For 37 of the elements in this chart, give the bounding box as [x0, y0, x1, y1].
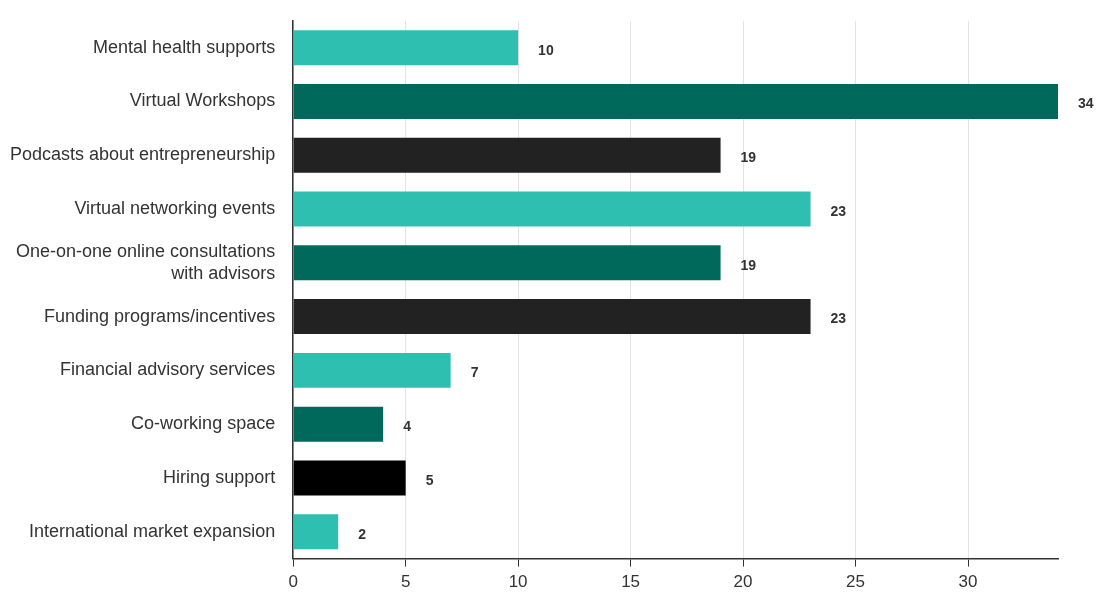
x-tick-label: 10: [508, 572, 528, 592]
data-label: 5: [425, 471, 434, 488]
y-tick-label: Co-working space: [131, 413, 276, 434]
bar: [293, 30, 519, 66]
data-label: 7: [470, 364, 479, 381]
data-label: 10: [538, 41, 554, 58]
bar: [293, 514, 339, 550]
y-tick-label: Virtual networking events: [74, 198, 276, 218]
y-tick-label: Hiring support: [163, 466, 276, 487]
bar: [293, 352, 451, 388]
x-tick-label: 5: [400, 572, 411, 592]
x-tick-label: 0: [288, 572, 298, 592]
y-tick-label: One-on-one online consultations with advisors: [16, 240, 276, 283]
data-label: 19: [740, 149, 757, 166]
y-tick-label: Virtual Workshops: [129, 90, 276, 111]
y-tick-label: Financial advisory services: [60, 359, 276, 380]
y-tick-label: Podcasts about entrepreneurship: [9, 144, 276, 165]
data-label: 34: [1078, 95, 1094, 112]
x-tick-label: 20: [733, 572, 753, 592]
data-label: 4: [403, 418, 412, 435]
y-tick-label: Funding programs/incentives: [44, 305, 276, 326]
bar: [293, 83, 1058, 119]
data-label: 23: [830, 310, 847, 327]
bar: [293, 460, 406, 496]
y-tick-label: Mental health supports: [93, 36, 276, 57]
data-label: 19: [740, 256, 757, 273]
data-label: 2: [358, 525, 367, 542]
bar: [293, 299, 811, 335]
x-tick-label: 15: [621, 572, 641, 592]
data-label: 23: [830, 202, 847, 219]
bar: [293, 137, 721, 173]
bar: [293, 191, 811, 227]
y-tick-label: International market expansion: [29, 520, 276, 541]
x-tick-label: 25: [846, 572, 866, 592]
bar: [293, 245, 721, 281]
bar: [293, 406, 384, 442]
x-tick-label: 30: [958, 572, 978, 592]
